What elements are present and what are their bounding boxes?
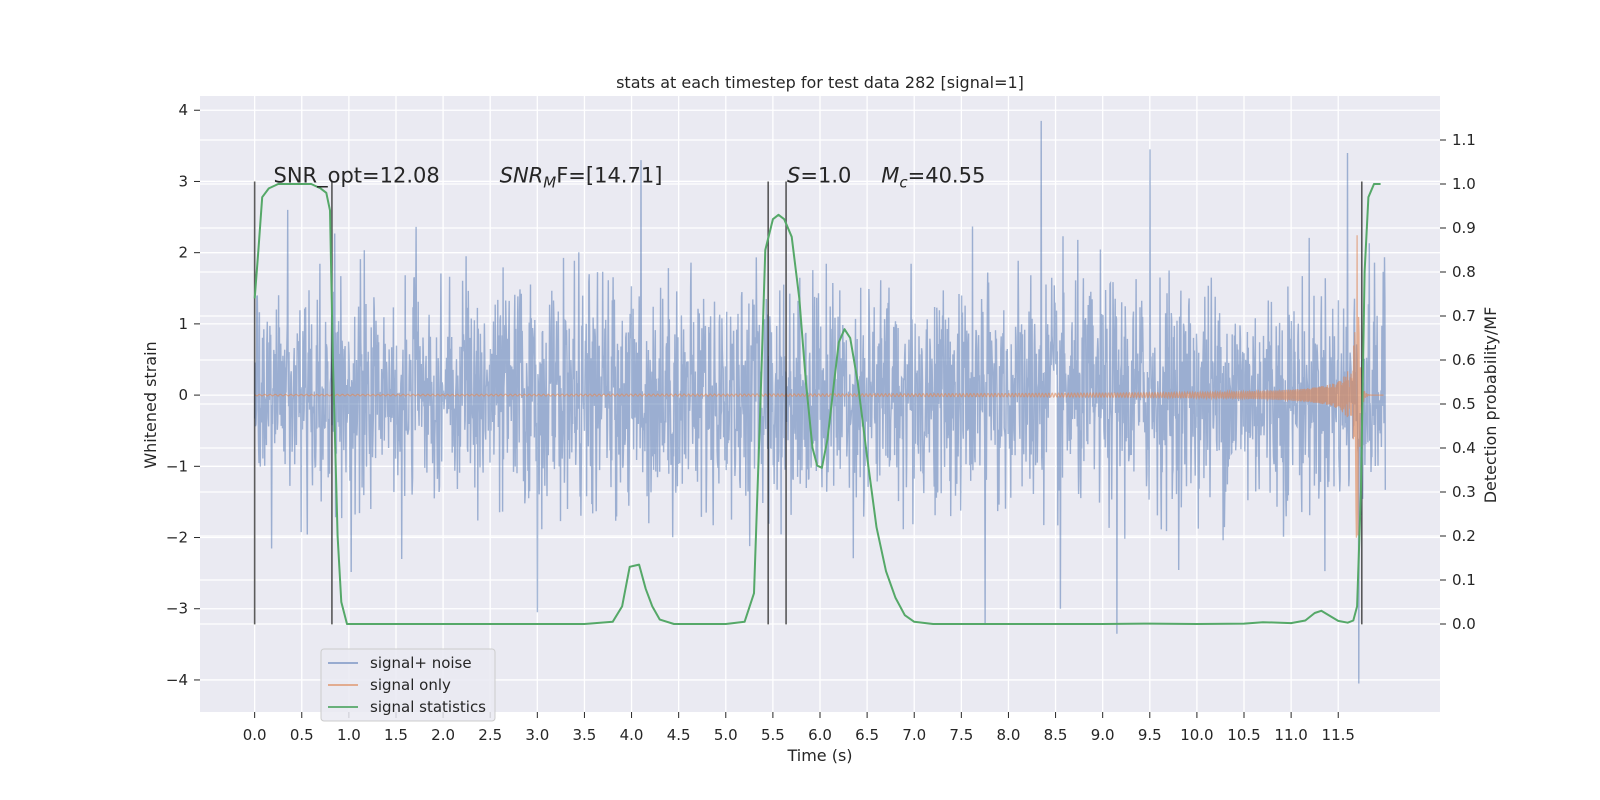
series-signal-only — [254, 235, 1384, 538]
x-tick-label: 2.5 — [478, 726, 502, 744]
y-left-tick-label: 0 — [178, 386, 188, 404]
y-right-tick-label: 0.1 — [1452, 571, 1476, 589]
series-layer — [253, 120, 1386, 684]
x-tick-label: 0.0 — [243, 726, 267, 744]
legend-label-signal-noise: signal+ noise — [370, 654, 472, 672]
x-tick-label: 6.0 — [808, 726, 832, 744]
x-tick-label: 9.0 — [1091, 726, 1115, 744]
annotation-rest: =40.55 — [908, 163, 986, 187]
annotation-2: S=1.0 — [787, 163, 851, 187]
annotation-main: SNR_opt=12.08 — [273, 163, 439, 188]
y-left-tick-label: −2 — [166, 529, 188, 547]
x-tick-label: 5.0 — [714, 726, 738, 744]
y-left-tick-label: 3 — [178, 172, 188, 190]
ticks: 0.0 0.5 1.0 1.5 2.0 2.5 3.0 3.5 4.0 4.5 5.0 5.5 6.0 6… — [166, 101, 1476, 744]
x-tick-label: 11.5 — [1322, 726, 1355, 744]
x-tick-label: 7.0 — [902, 726, 926, 744]
y-right-tick-label: 0.2 — [1452, 527, 1476, 545]
x-tick-label: 4.0 — [620, 726, 644, 744]
annotation-subscript: c — [899, 173, 908, 191]
y-axis-left-label: Whitened strain — [141, 341, 160, 468]
annotation-rest: =1.0 — [800, 163, 851, 187]
x-tick-label: 6.5 — [855, 726, 879, 744]
annotation-rest: F=[14.71] — [556, 163, 662, 187]
y-right-tick-label: 0.7 — [1452, 307, 1476, 325]
y-right-tick-label: 0.4 — [1452, 439, 1476, 457]
y-right-tick-label: 0.9 — [1452, 219, 1476, 237]
chart-title: stats at each timestep for test data 282… — [616, 73, 1024, 92]
x-axis-label: Time (s) — [786, 746, 852, 765]
x-tick-label: 10.5 — [1227, 726, 1260, 744]
x-tick-label: 10.0 — [1180, 726, 1213, 744]
x-tick-label: 1.5 — [384, 726, 408, 744]
x-tick-label: 11.0 — [1274, 726, 1307, 744]
series-signal-noise — [254, 120, 1386, 684]
legend-label-signal-statistics: signal statistics — [370, 698, 486, 716]
x-tick-label: 3.0 — [525, 726, 549, 744]
x-tick-label: 1.0 — [337, 726, 361, 744]
annotation-1: SNRMF=[14.71] — [500, 163, 663, 191]
legend-label-signal-only: signal only — [370, 676, 451, 694]
annotation-0: SNR_opt=12.08 — [273, 163, 439, 188]
x-tick-label: 2.0 — [431, 726, 455, 744]
x-tick-label: 7.5 — [949, 726, 973, 744]
y-right-tick-label: 0.6 — [1452, 351, 1476, 369]
annotations: SNR_opt=12.08 SNRMF=[14.71] S=1.0 Mc=40.55 — [273, 163, 985, 191]
x-tick-label: 9.5 — [1138, 726, 1162, 744]
y-axis-right-label: Detection probability/MF — [1481, 307, 1500, 504]
y-right-tick-label: 0.8 — [1452, 263, 1476, 281]
y-right-tick-label: 0.0 — [1452, 615, 1476, 633]
annotation-3: Mc=40.55 — [881, 163, 985, 191]
annotation-main: M — [881, 163, 899, 187]
x-tick-label: 4.5 — [667, 726, 691, 744]
x-tick-label: 8.5 — [1044, 726, 1068, 744]
x-tick-label: 8.0 — [997, 726, 1021, 744]
annotation-main: S — [787, 163, 800, 187]
y-right-tick-label: 1.0 — [1452, 175, 1476, 193]
annotation-subscript: M — [543, 173, 556, 191]
y-left-tick-label: −4 — [166, 671, 188, 689]
x-tick-label: 3.5 — [573, 726, 597, 744]
annotation-main: SNR — [500, 163, 544, 187]
y-right-tick-label: 0.3 — [1452, 483, 1476, 501]
y-left-tick-label: 1 — [178, 315, 188, 333]
y-left-tick-label: 2 — [178, 244, 188, 262]
y-right-tick-label: 1.1 — [1452, 131, 1476, 149]
x-tick-label: 0.5 — [290, 726, 314, 744]
y-left-tick-label: 4 — [178, 101, 188, 119]
x-tick-label: 5.5 — [761, 726, 785, 744]
y-right-tick-label: 0.5 — [1452, 395, 1476, 413]
legend: signal+ noise signal only signal statist… — [320, 648, 496, 722]
legend-box — [320, 648, 496, 722]
y-left-tick-label: −1 — [166, 457, 188, 475]
y-left-tick-label: −3 — [166, 600, 188, 618]
series-signal-statistics — [253, 183, 1381, 625]
